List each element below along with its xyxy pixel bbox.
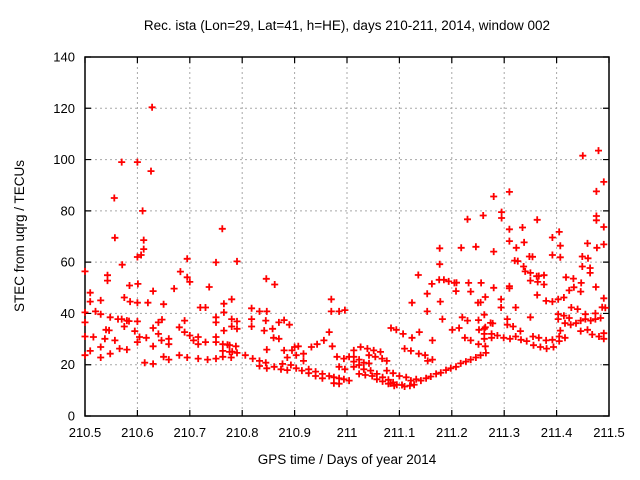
scatter-markers (81, 103, 609, 390)
x-tick-label: 210.5 (69, 425, 102, 440)
x-tick-label: 211.4 (541, 425, 573, 440)
y-tick-label: 120 (53, 101, 75, 116)
chart-title: Rec. ista (Lon=29, Lat=41, h=HE), days 2… (143, 18, 551, 33)
grid-lines (85, 57, 609, 416)
x-tick-label: 211.2 (436, 425, 468, 440)
y-tick-label: 60 (61, 255, 75, 270)
x-tick-label: 210.8 (226, 425, 259, 440)
x-tick-label: 211 (337, 425, 358, 440)
y-tick-label: 140 (53, 50, 75, 65)
x-tick-label: 210.9 (278, 425, 311, 440)
x-tick-label: 211.3 (488, 425, 520, 440)
x-axis-label: GPS time / Days of year 2014 (257, 452, 437, 467)
y-tick-label: 100 (53, 152, 75, 167)
plot-border (84, 56, 610, 417)
y-tick-label: 80 (61, 203, 75, 218)
y-tick-label: 0 (68, 409, 75, 424)
y-tick-label: 40 (61, 306, 75, 321)
x-tick-label: 210.7 (174, 425, 207, 440)
x-tick-label: 210.6 (121, 425, 154, 440)
x-tick-label: 211.1 (384, 425, 416, 440)
x-tick-label: 211.5 (593, 425, 625, 440)
y-tick-label: 20 (61, 357, 75, 372)
